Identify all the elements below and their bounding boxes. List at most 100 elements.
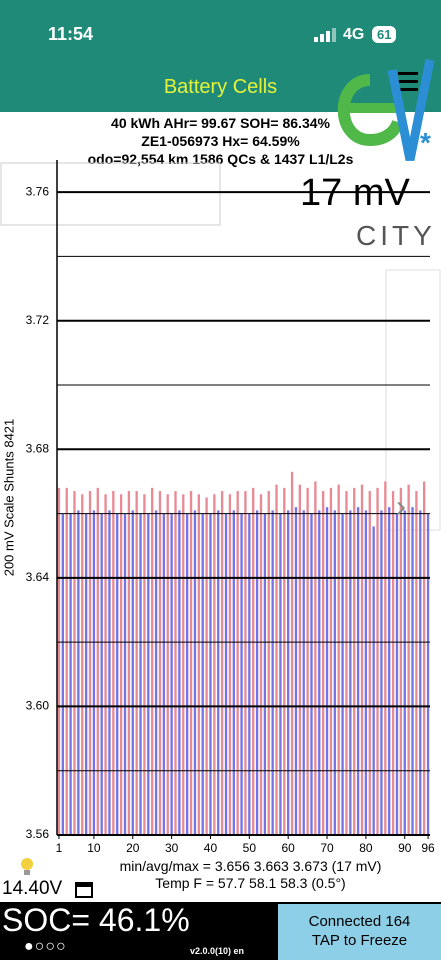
- bar: [139, 513, 142, 835]
- x-tick-label: 20: [126, 841, 140, 855]
- bar: [189, 491, 193, 835]
- bar: [240, 513, 243, 835]
- bar: [151, 487, 154, 835]
- bar: [372, 526, 375, 835]
- bar: [287, 510, 290, 835]
- bar: [279, 513, 282, 835]
- stats-block: min/avg/max = 3.656 3.663 3.673 (17 mV) …: [0, 858, 441, 892]
- bar: [294, 507, 298, 835]
- stats-minavgmax: min/avg/max = 3.656 3.663 3.673 (17 mV): [119, 858, 382, 874]
- bar: [100, 513, 103, 835]
- bar: [88, 491, 92, 835]
- bar: [220, 491, 224, 835]
- bar: [263, 513, 267, 835]
- voltage-label: 14.40V: [2, 878, 63, 899]
- bar: [388, 507, 391, 835]
- bar: [123, 513, 127, 835]
- bar: [65, 487, 68, 835]
- bar: [201, 513, 204, 835]
- tap-label: TAP to Freeze: [311, 932, 408, 949]
- bar: [81, 494, 84, 835]
- bar: [314, 481, 317, 835]
- bar: [318, 510, 321, 835]
- bar: [407, 484, 410, 835]
- chart: 3.56 3.60 3.64 3.68 3.72 3.76 1 10 20 30 40 50 60 70 8…: [0, 160, 441, 855]
- bar: [310, 513, 313, 835]
- bar: [345, 491, 348, 835]
- bar: [197, 494, 200, 835]
- bar: [337, 484, 340, 835]
- bar: [364, 510, 368, 835]
- bar: [298, 484, 302, 835]
- x-tick-label: 1: [56, 841, 63, 855]
- info-line: ZE1-056973 Hx= 64.59%: [141, 133, 300, 149]
- y-axis-title: 200 mV Scale Shunts 8421: [1, 419, 16, 577]
- bar: [205, 497, 208, 835]
- x-tick-label: 50: [243, 841, 257, 855]
- bar: [84, 513, 88, 835]
- bar: [116, 513, 119, 835]
- overlay-panel: [385, 269, 441, 531]
- bar: [391, 491, 395, 835]
- bar: [108, 510, 111, 835]
- x-tick-label: 96: [421, 841, 435, 855]
- bar: [248, 513, 251, 835]
- bar: [73, 491, 76, 835]
- connected-label: Connected 164: [308, 913, 411, 930]
- soc-label: SOC= 46.1%: [2, 902, 190, 938]
- bar: [353, 487, 356, 835]
- y-tick-label: 3.60: [26, 699, 50, 713]
- battery-label: 61: [372, 26, 397, 43]
- bar: [302, 510, 305, 835]
- bar: [174, 491, 177, 835]
- bar: [360, 484, 364, 835]
- bar: [411, 507, 414, 835]
- next-arrow[interactable]: ›: [396, 490, 406, 523]
- logo-city: CITY: [356, 220, 436, 251]
- bar: [96, 487, 99, 835]
- bar: [147, 513, 150, 835]
- bar: [135, 491, 138, 835]
- page-title: Battery Cells: [163, 76, 278, 98]
- y-tick-label: 3.68: [26, 441, 50, 455]
- bar: [232, 510, 235, 835]
- y-tick-label: 3.76: [26, 184, 50, 198]
- bar: [162, 513, 166, 835]
- x-tick-label: 30: [165, 841, 179, 855]
- bar: [419, 510, 422, 835]
- bar: [255, 510, 259, 835]
- menu-icon[interactable]: [398, 70, 420, 94]
- page-dots[interactable]: ●○○○: [24, 938, 67, 955]
- bar: [77, 510, 80, 835]
- bar: [61, 513, 64, 835]
- bulb-icon[interactable]: [18, 856, 36, 878]
- bar: [158, 491, 162, 835]
- bar: [228, 494, 232, 835]
- bar: [329, 487, 333, 835]
- bar: [217, 510, 220, 835]
- bar: [259, 494, 263, 835]
- calendar-icon[interactable]: [74, 879, 94, 899]
- network-label: 4G: [343, 26, 365, 43]
- bar: [185, 513, 189, 835]
- x-tick-label: 70: [320, 841, 334, 855]
- status-bar: 11:54 4G 61: [0, 0, 441, 60]
- bar: [333, 510, 336, 835]
- connect-text: Connected 164 TAP to Freeze: [278, 904, 441, 950]
- bar: [403, 510, 406, 835]
- x-tick-label: 90: [398, 841, 412, 855]
- bar: [236, 491, 239, 835]
- y-tick-label: 3.64: [26, 570, 50, 584]
- bar: [325, 507, 329, 835]
- bar: [376, 487, 379, 835]
- connect-button[interactable]: Connected 164 TAP to Freeze: [278, 904, 441, 960]
- overlay-box: [0, 162, 221, 226]
- y-tick-label: 3.56: [26, 827, 50, 841]
- bar: [426, 513, 430, 835]
- bar: [166, 494, 169, 835]
- bar: [131, 510, 134, 835]
- bar: [57, 487, 61, 835]
- bar: [69, 513, 72, 835]
- bar: [349, 510, 352, 835]
